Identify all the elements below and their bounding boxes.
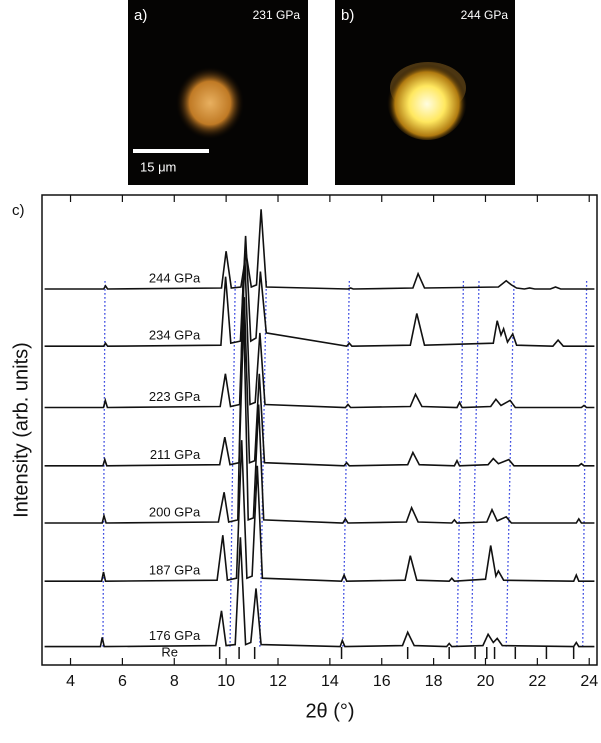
series-label: 244 GPa: [149, 270, 201, 285]
diffraction-pattern: [44, 281, 595, 524]
sample-glow: [176, 67, 244, 139]
series-label: 211 GPa: [150, 447, 201, 462]
guide-line: [470, 280, 480, 647]
x-tick-label: 8: [170, 673, 179, 690]
guide-line: [582, 280, 588, 647]
guide-line: [505, 280, 515, 647]
diffraction-pattern: [44, 256, 595, 409]
xrd-plot: c) 2θ (°) Intensity (arb. units): [10, 202, 354, 722]
x-tick-label: 4: [66, 673, 75, 690]
panel-label: b): [341, 7, 354, 24]
x-tick-label: 22: [528, 673, 546, 690]
panel-label: a): [134, 7, 147, 24]
x-tick-label: 24: [580, 673, 598, 690]
x-tick-label: 16: [373, 673, 391, 690]
guide-line: [342, 280, 350, 647]
x-tick-label: 12: [269, 673, 287, 690]
series-label: 176 GPa: [149, 628, 201, 643]
x-axis-label: 2θ (°): [305, 700, 354, 722]
plot-frame: [41, 194, 598, 666]
x-tick-label: 10: [217, 673, 235, 690]
x-tick-label: 20: [477, 673, 495, 690]
x-tick-label: 18: [425, 673, 443, 690]
guide-line: [259, 280, 267, 647]
panel-label: c): [12, 202, 25, 219]
pressure-label: 244 GPa: [461, 8, 509, 22]
diffraction-pattern: [44, 440, 595, 583]
image-b: b) 244 GPa: [335, 0, 515, 185]
diffraction-pattern: [44, 537, 595, 648]
x-tick-label: 14: [321, 673, 339, 690]
image-a: a) 231 GPa 15 μm: [128, 0, 308, 185]
scale-bar-label: 15 μm: [140, 159, 176, 174]
series-label: 187 GPa: [149, 563, 201, 578]
diffraction-pattern: [44, 209, 595, 290]
pressure-label: 231 GPa: [253, 8, 301, 22]
diffraction-pattern: [44, 297, 595, 467]
diffraction-pattern: [44, 235, 595, 348]
series-label: 200 GPa: [149, 504, 201, 519]
guide-line: [102, 280, 106, 647]
sample-glow: [387, 60, 467, 140]
x-tick-label: 6: [118, 673, 127, 690]
y-axis-label: Intensity (arb. units): [10, 342, 32, 518]
guide-line: [456, 280, 465, 647]
reference-label: Re: [161, 644, 178, 659]
series-label: 223 GPa: [149, 389, 201, 404]
series-label: 234 GPa: [149, 328, 201, 343]
